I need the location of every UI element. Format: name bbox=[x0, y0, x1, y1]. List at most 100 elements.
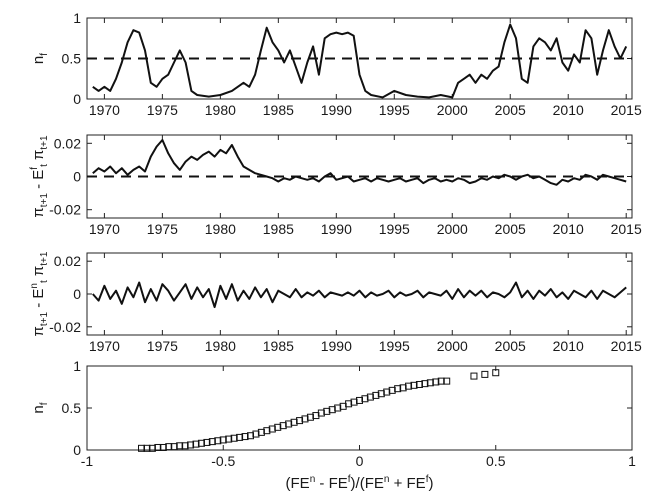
x-tick-label: 1975 bbox=[147, 338, 178, 354]
scatter-point bbox=[334, 404, 342, 412]
scatter-point bbox=[230, 434, 238, 442]
scatter-point bbox=[377, 390, 385, 398]
x-tick-label: 1980 bbox=[205, 338, 236, 354]
scatter-point bbox=[317, 409, 325, 417]
scatter-point bbox=[181, 442, 189, 450]
scatter-point bbox=[208, 438, 216, 446]
scatter-point bbox=[148, 444, 156, 452]
scatter-point bbox=[263, 427, 271, 435]
scatter-point bbox=[301, 415, 309, 423]
scatter-point bbox=[236, 433, 244, 441]
x-tick-label: 2015 bbox=[611, 221, 642, 237]
x-tick-label: 2000 bbox=[437, 102, 468, 118]
x-tick-label: 1985 bbox=[263, 102, 294, 118]
x-tick-label: 1990 bbox=[321, 338, 352, 354]
scatter-point bbox=[247, 432, 254, 440]
x-tick-label: 2015 bbox=[611, 338, 642, 354]
scatter-point bbox=[366, 393, 374, 401]
x-tick-label: 1975 bbox=[147, 221, 178, 237]
scatter-point bbox=[492, 369, 500, 377]
series-line bbox=[92, 23, 628, 99]
x-tick-label: 1980 bbox=[205, 221, 236, 237]
scatter-point bbox=[328, 406, 336, 414]
axes-box bbox=[86, 365, 633, 451]
scatter-point bbox=[426, 379, 434, 387]
scatter-point bbox=[176, 442, 184, 450]
x-tick-label: 2010 bbox=[553, 221, 584, 237]
scatter-point bbox=[306, 413, 314, 421]
scatter-point bbox=[443, 377, 451, 385]
x-tick-label: 1985 bbox=[263, 338, 294, 354]
scatter-point bbox=[350, 398, 358, 406]
x-tick-label: 2005 bbox=[495, 338, 526, 354]
scatter-point bbox=[197, 439, 205, 447]
scatter-point bbox=[481, 370, 489, 378]
scatter-point bbox=[432, 378, 440, 386]
x-tick-label: 2005 bbox=[495, 102, 526, 118]
scatter-point bbox=[296, 417, 304, 425]
y-tick-label: -0.02 bbox=[49, 202, 81, 218]
scatter-point bbox=[290, 418, 298, 426]
scatter-point bbox=[437, 377, 445, 385]
panel-4: -1 -0.5 0 0.5 1 0 0.5 1 nf (FEn - FEf)/(FEn + FEf… bbox=[30, 358, 636, 492]
scatter-point bbox=[165, 443, 173, 451]
x-tick-label: 2010 bbox=[553, 338, 584, 354]
x-tick-label: 0 bbox=[356, 453, 364, 469]
y-tick-label: 0 bbox=[73, 169, 81, 185]
y-tick-label: 0 bbox=[73, 286, 81, 302]
series-line bbox=[92, 281, 627, 309]
x-tick-label: -0.5 bbox=[211, 453, 235, 469]
scatter-point bbox=[399, 384, 407, 392]
scatter-point bbox=[170, 443, 178, 451]
x-tick-label: 2015 bbox=[611, 102, 642, 118]
scatter-point bbox=[279, 422, 287, 430]
scatter-point bbox=[192, 440, 200, 448]
x-tick-label: 1980 bbox=[205, 102, 236, 118]
x-tick-label: 1995 bbox=[379, 102, 410, 118]
y-axis-label: πt+1 - Eft πt+1 bbox=[29, 135, 50, 218]
x-tick-label: 1970 bbox=[89, 102, 120, 118]
x-tick-label: 2005 bbox=[495, 221, 526, 237]
scatter-point bbox=[285, 420, 293, 428]
scatter-point bbox=[415, 380, 423, 388]
scatter-point bbox=[257, 428, 265, 436]
panel-2: 1970 1975 1980 1985 1990 1995 2000 2005 2010 2015… bbox=[29, 134, 642, 237]
scatter-point bbox=[214, 437, 222, 445]
scatter-point bbox=[274, 423, 282, 431]
y-tick-label: -0.02 bbox=[49, 319, 81, 335]
scatter-point bbox=[421, 380, 429, 388]
scatter-point bbox=[187, 441, 195, 449]
scatter-point bbox=[241, 433, 249, 441]
x-tick-label: 1990 bbox=[321, 221, 352, 237]
x-tick-label: 1970 bbox=[89, 338, 120, 354]
x-tick-label: 2000 bbox=[437, 221, 468, 237]
scatter-point bbox=[345, 400, 353, 408]
x-tick-label: 1 bbox=[628, 453, 636, 469]
x-tick-label: 1970 bbox=[89, 221, 120, 237]
scatter-point bbox=[470, 372, 478, 380]
scatter-point bbox=[203, 438, 211, 446]
scatter-point bbox=[323, 407, 331, 415]
x-tick-label: 0.5 bbox=[486, 453, 506, 469]
scatter-point bbox=[154, 443, 162, 451]
scatter-point bbox=[372, 391, 380, 399]
y-tick-label: 0.02 bbox=[54, 135, 81, 151]
scatter-point bbox=[410, 381, 418, 389]
axes-box bbox=[86, 252, 633, 336]
x-tick-label: 2000 bbox=[437, 338, 468, 354]
series-line bbox=[92, 139, 627, 186]
x-tick-label: 1995 bbox=[379, 221, 410, 237]
scatter-point bbox=[356, 396, 363, 404]
scatter-point bbox=[268, 425, 276, 433]
y-tick-label: 0.02 bbox=[54, 253, 81, 269]
x-tick-label: -1 bbox=[81, 453, 94, 469]
y-tick-label: 0 bbox=[73, 91, 81, 107]
y-tick-label: 1 bbox=[73, 358, 81, 374]
scatter-point bbox=[394, 385, 402, 393]
scatter-point bbox=[219, 436, 227, 444]
y-axis-label: nf bbox=[30, 402, 50, 413]
y-tick-label: 0 bbox=[73, 442, 81, 458]
y-axis-label: nf bbox=[30, 53, 50, 64]
x-tick-label: 2010 bbox=[553, 102, 584, 118]
